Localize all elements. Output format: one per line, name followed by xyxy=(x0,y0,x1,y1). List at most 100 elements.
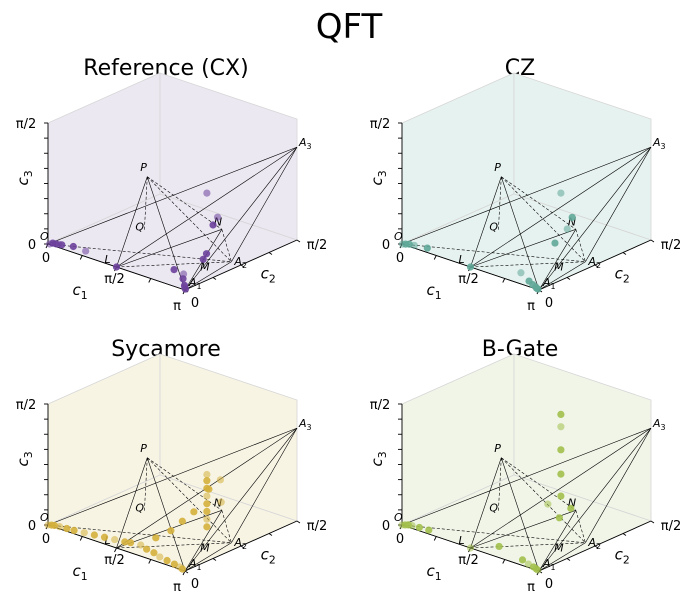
edge-N-A2 xyxy=(575,510,586,543)
tick-label-c2: 0 xyxy=(191,296,199,311)
data-point xyxy=(203,477,211,485)
tick-label-c1: π/2 xyxy=(104,553,124,568)
axis-label-c1: c1 xyxy=(73,562,88,583)
data-point xyxy=(203,515,211,523)
data-point xyxy=(213,213,222,221)
data-point xyxy=(63,524,71,533)
vertex-label-A3: A3 xyxy=(652,136,666,151)
vertex-label-P: P xyxy=(140,161,147,174)
vertex-label-A2: A2 xyxy=(233,536,247,551)
edge-L-N xyxy=(470,229,576,268)
vertex-label-M: M xyxy=(554,261,564,274)
edge-A1-A3 xyxy=(184,146,298,291)
edge-A1-A2 xyxy=(538,542,586,572)
edge-P-Q xyxy=(498,457,502,512)
data-point xyxy=(568,213,576,221)
edge-P-Q xyxy=(498,176,502,231)
tick-c2 xyxy=(622,533,627,536)
tick-label-c3: π/2 xyxy=(16,117,36,132)
tick-label-c2: π/2 xyxy=(661,519,680,534)
tick-c2 xyxy=(240,545,245,549)
edge-L-A2 xyxy=(470,261,586,268)
data-point xyxy=(495,542,503,551)
vertex-label-Q: Q xyxy=(135,501,144,514)
data-point xyxy=(534,285,542,293)
vertex-label-M: M xyxy=(200,261,210,274)
tick-c2 xyxy=(566,277,571,280)
data-point xyxy=(203,189,211,197)
edge-N-A2 xyxy=(221,510,232,543)
tick-label-c1: 0 xyxy=(396,532,404,547)
edge-P-N xyxy=(501,457,576,511)
axis-label-c2: c2 xyxy=(615,265,630,286)
edge-L-N xyxy=(116,229,222,268)
tick-label-c2: π/2 xyxy=(307,519,327,534)
data-point xyxy=(202,250,211,258)
data-point xyxy=(90,531,98,539)
data-point xyxy=(143,545,151,553)
data-point xyxy=(423,244,431,252)
tick-label-c3: 0 xyxy=(382,519,390,534)
tick-c1 xyxy=(114,547,117,553)
tick-c2 xyxy=(268,252,273,255)
data-point xyxy=(425,526,433,534)
edge-L-A3 xyxy=(470,146,652,268)
edge-L-P xyxy=(116,176,148,268)
data-point xyxy=(82,247,90,255)
edge-L-A2 xyxy=(116,261,232,268)
edge-P-A1 xyxy=(146,457,186,572)
vertex-label-A1: A1 xyxy=(188,557,202,572)
tick-c1 xyxy=(502,278,506,283)
edge-L-A3 xyxy=(116,146,298,268)
data-point xyxy=(563,225,571,233)
edge-L-P xyxy=(470,457,502,549)
data-point xyxy=(203,470,211,479)
data-point xyxy=(167,527,175,535)
data-point xyxy=(190,508,198,516)
tick-label-c1: π/2 xyxy=(104,272,124,287)
tick-label-c3: 0 xyxy=(28,238,36,253)
tick-label-c2: 0 xyxy=(545,296,553,311)
edge-A1-A2 xyxy=(184,261,232,291)
tick-c1 xyxy=(433,255,437,260)
data-point xyxy=(551,239,559,247)
edge-O-A2 xyxy=(401,243,586,263)
edge-O-A3 xyxy=(401,146,652,245)
data-point xyxy=(80,529,88,537)
edge-L-A3 xyxy=(470,427,652,549)
data-point xyxy=(415,523,423,532)
axis-label-c2: c2 xyxy=(261,265,276,286)
tick-c2 xyxy=(296,520,301,524)
data-point xyxy=(557,446,565,454)
data-point xyxy=(216,476,224,484)
edge-A1-A2 xyxy=(538,261,586,291)
data-point xyxy=(555,514,563,522)
tick-label-c3: π/2 xyxy=(16,398,36,413)
data-point xyxy=(205,485,213,493)
tick-label-c1: π xyxy=(173,299,181,314)
data-point xyxy=(203,507,211,516)
data-point xyxy=(181,285,190,293)
axis-label-c3: c3 xyxy=(14,170,35,185)
data-point xyxy=(518,556,527,564)
vertex-label-O: O xyxy=(40,511,49,524)
vertex-label-N: N xyxy=(568,215,576,228)
edge-A1-A3 xyxy=(538,427,652,572)
vertex-label-A2: A2 xyxy=(587,255,601,270)
axis-label-c2: c2 xyxy=(261,546,276,567)
edge-A1-N xyxy=(184,510,223,572)
tick-c1 xyxy=(502,559,506,564)
edge-A1-A3 xyxy=(538,146,652,291)
edge-P-N xyxy=(147,176,222,230)
tick-label-c1: π xyxy=(173,580,181,595)
tick-c2 xyxy=(184,570,189,574)
edge-A1-N xyxy=(538,510,577,572)
data-point xyxy=(163,556,171,565)
edge-A1-A3 xyxy=(184,427,298,572)
data-point xyxy=(199,255,207,263)
tick-c2 xyxy=(240,264,245,268)
data-point xyxy=(209,221,217,229)
data-point xyxy=(557,470,565,478)
tick-label-c1: π xyxy=(527,299,535,314)
